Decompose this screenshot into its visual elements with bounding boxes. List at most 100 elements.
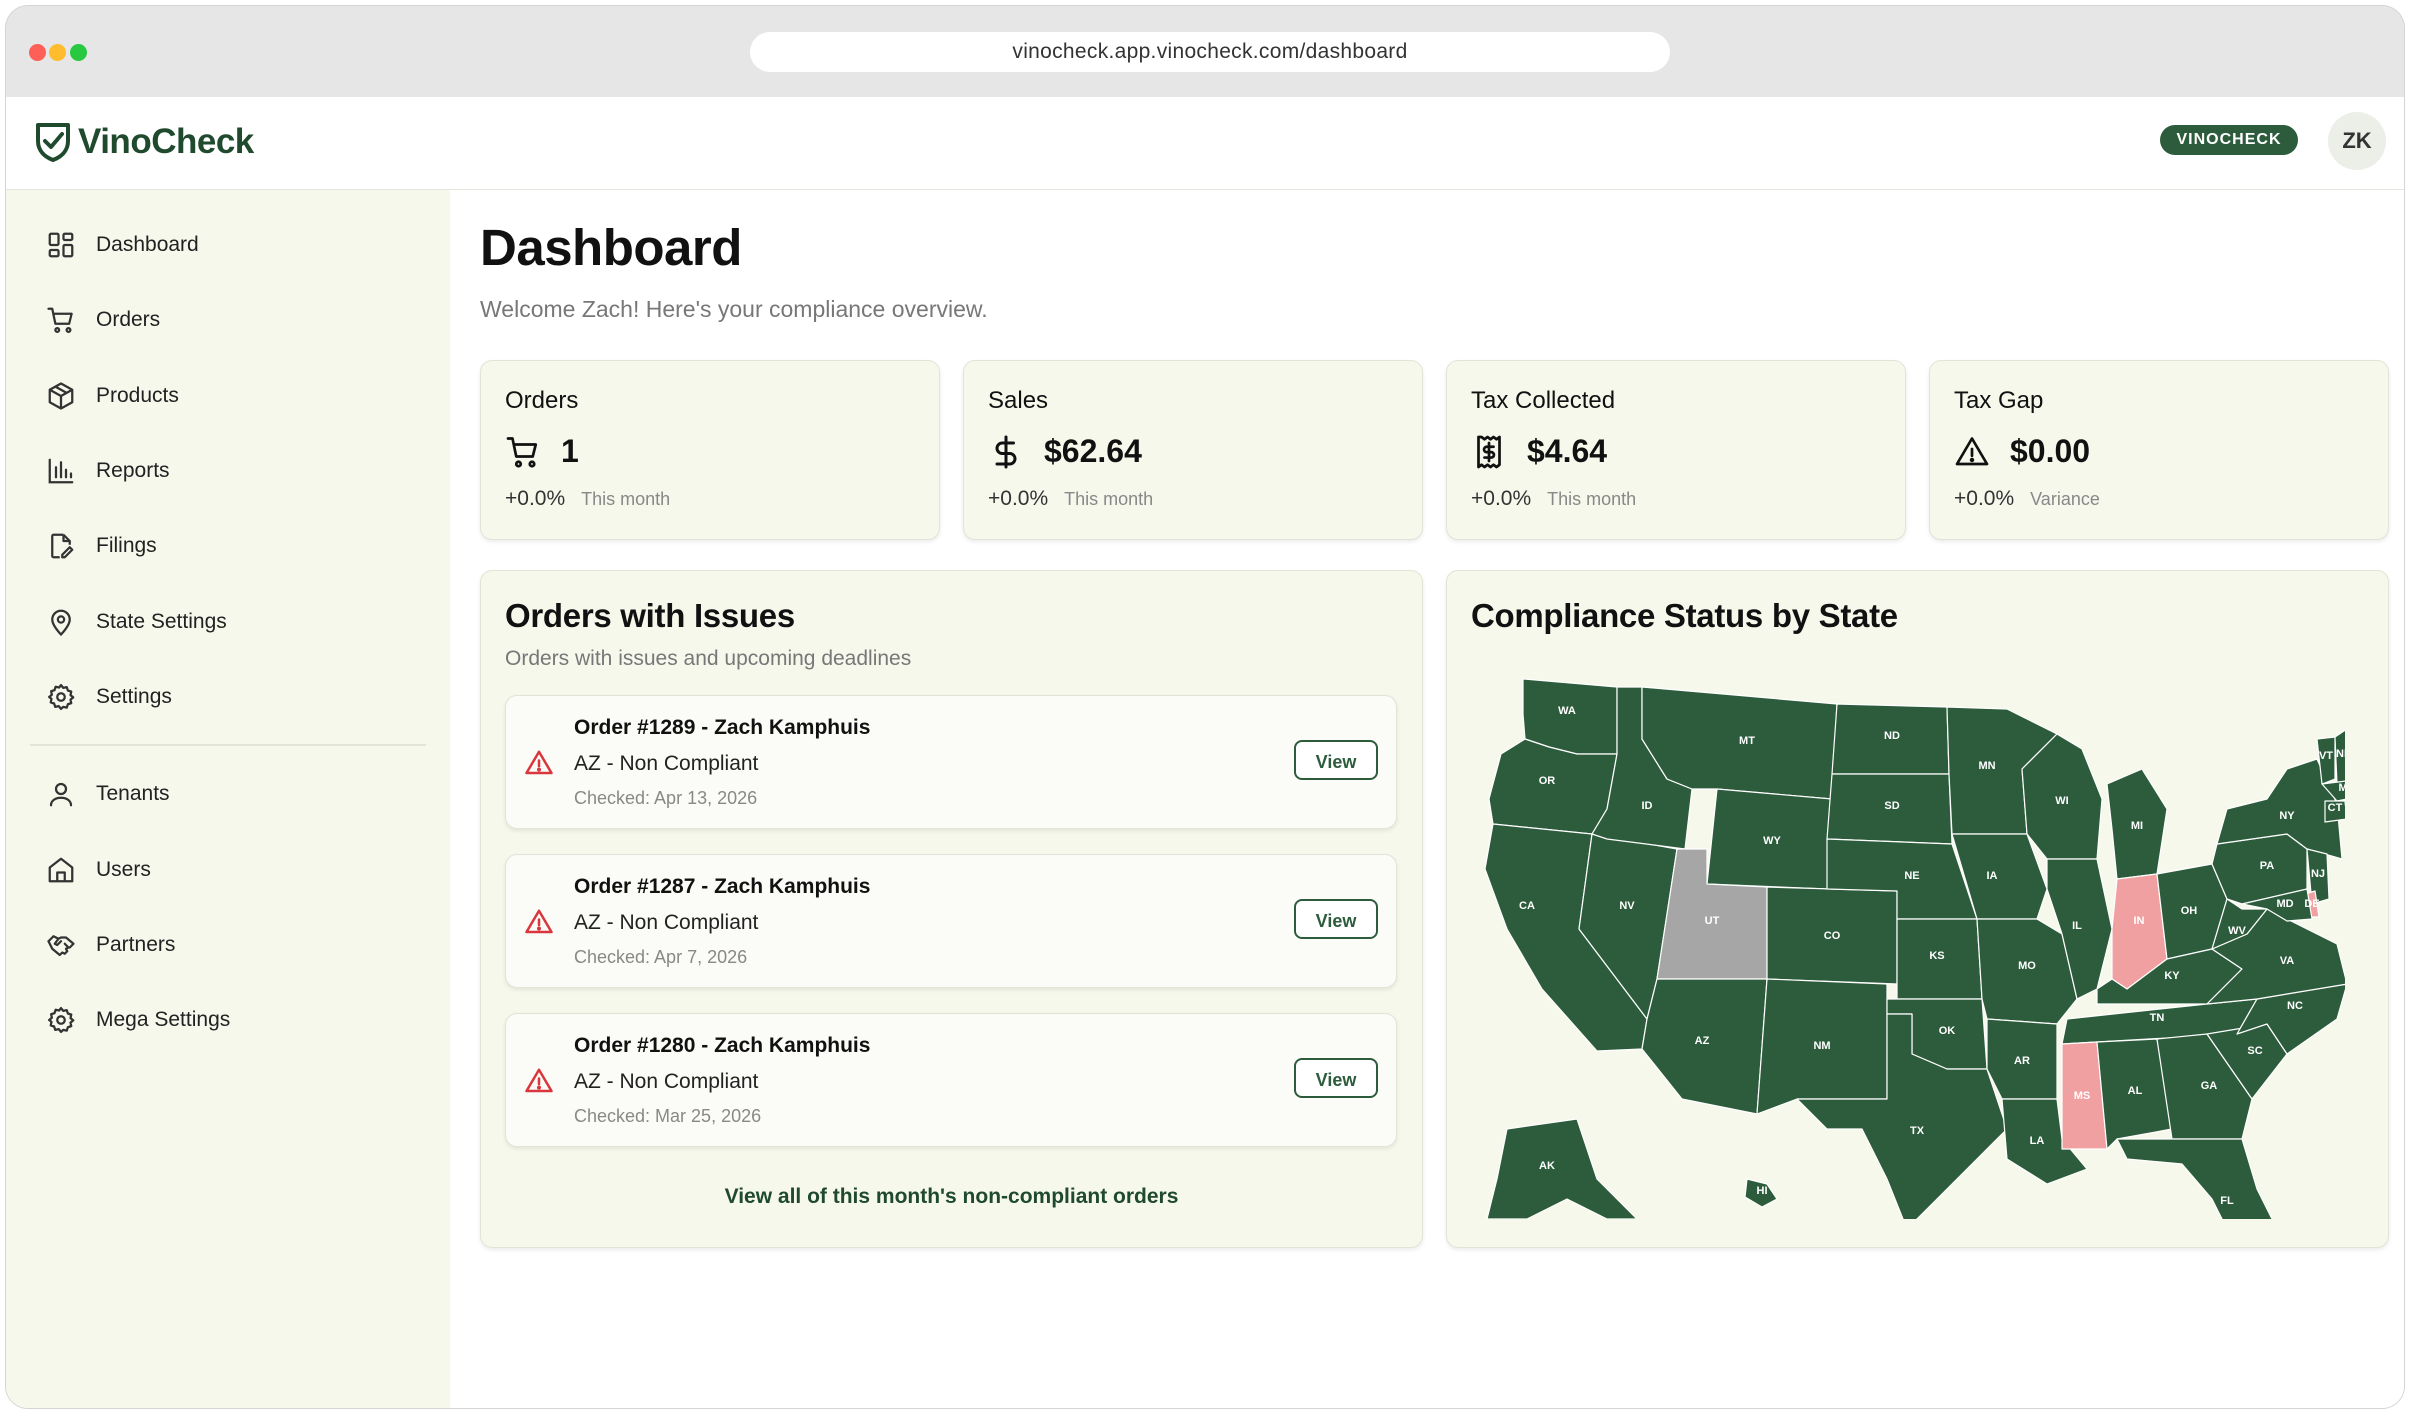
sidebar-item-label: Orders	[96, 308, 161, 331]
view-order-button[interactable]: View	[1294, 740, 1378, 780]
state-tx[interactable]	[1796, 1013, 2008, 1219]
state-wv[interactable]	[2211, 898, 2268, 950]
state-ms[interactable]	[2061, 1041, 2108, 1150]
address-bar[interactable]: vinocheck.app.vinocheck.com/dashboard	[750, 32, 1670, 72]
state-nj[interactable]	[2306, 848, 2330, 905]
sidebar-item-label: State Settings	[96, 610, 227, 633]
state-ct[interactable]	[2324, 800, 2345, 823]
sidebar-item-settings[interactable]: Settings	[46, 677, 172, 717]
stat-card-sales: Sales $62.64 +0.0% This month	[963, 360, 1423, 540]
state-label-mi: MI	[2131, 820, 2143, 832]
state-md[interactable]	[2241, 888, 2313, 922]
state-label-nj: NJ	[2311, 868, 2325, 880]
sidebar-item-users[interactable]: Users	[46, 850, 151, 890]
state-il[interactable]	[2046, 858, 2113, 1000]
issue-title: Order #1287 - Zach Kamphuis	[574, 875, 871, 898]
issue-item: Order #1289 - Zach Kamphuis AZ - Non Com…	[505, 695, 1397, 829]
sidebar-item-dashboard[interactable]: Dashboard	[46, 225, 199, 265]
state-label-wa: WA	[1558, 705, 1576, 717]
sidebar-item-label: Dashboard	[96, 233, 199, 256]
browser-titlebar: vinocheck.app.vinocheck.com/dashboard	[6, 6, 2404, 97]
sidebar-item-label: Mega Settings	[96, 1008, 231, 1031]
state-label-wy: WY	[1763, 835, 1781, 847]
state-label-ga: GA	[2201, 1080, 2218, 1092]
state-label-de: DE	[2304, 898, 2319, 910]
state-hi[interactable]	[1744, 1178, 1778, 1208]
receipt-icon	[1477, 435, 1501, 468]
view-order-button[interactable]: View	[1294, 899, 1378, 939]
view-all-non-compliant-link[interactable]: View all of this month's non-compliant o…	[724, 1185, 1179, 1208]
state-label-id: ID	[1642, 800, 1653, 812]
state-mo[interactable]	[1976, 918, 2078, 1025]
sidebar-item-orders[interactable]: Orders	[46, 300, 160, 340]
stat-period: This month	[581, 489, 671, 509]
sidebar-item-label: Settings	[96, 685, 172, 708]
sidebar-item-tenants[interactable]: Tenants	[46, 774, 170, 814]
dollar-icon	[995, 435, 1017, 468]
state-vt[interactable]	[2316, 736, 2336, 785]
state-label-ky: KY	[2164, 970, 2180, 982]
stat-card-orders: Orders 1 +0.0% This month	[480, 360, 940, 540]
sidebar-item-products[interactable]: Products	[46, 376, 179, 416]
state-label-nc: NC	[2287, 1000, 2303, 1012]
state-ma[interactable]	[2321, 779, 2345, 802]
state-label-hi: HI	[1757, 1185, 1768, 1197]
stat-title: Tax Gap	[1954, 387, 2044, 414]
sidebar-item-mega-settings[interactable]: Mega Settings	[46, 1000, 230, 1040]
stat-period: Variance	[2030, 489, 2100, 509]
state-label-co: CO	[1824, 930, 1841, 942]
compliance-map-panel: Compliance Status by State WA OR CA NV ID MT W…	[1446, 570, 2389, 1248]
maximize-window-button[interactable]	[70, 44, 87, 61]
state-label-ok: OK	[1939, 1025, 1956, 1037]
state-la[interactable]	[2001, 1098, 2088, 1185]
sidebar-item-filings[interactable]: Filings	[46, 526, 157, 566]
close-window-button[interactable]	[29, 44, 46, 61]
warning-icon	[1955, 436, 1989, 465]
issue-status: AZ - Non Compliant	[574, 911, 759, 934]
sidebar-item-reports[interactable]: Reports	[46, 451, 170, 491]
view-order-button[interactable]: View	[1294, 1058, 1378, 1098]
state-nh[interactable]	[2334, 729, 2345, 785]
section-title: Orders with Issues	[505, 597, 795, 634]
state-label-nh: NH	[2336, 748, 2345, 760]
section-title: Compliance Status by State	[1471, 597, 1898, 634]
tenant-badge[interactable]: VINOCHECK	[2160, 125, 2298, 155]
dashboard-icon	[48, 232, 74, 258]
logo[interactable]: VinoCheck	[34, 121, 254, 163]
state-ga[interactable]	[2156, 1033, 2253, 1140]
sidebar-item-partners[interactable]: Partners	[46, 925, 175, 965]
warning-icon	[525, 750, 553, 775]
stat-value: $4.64	[1527, 433, 1608, 469]
handshake-icon	[47, 935, 75, 957]
stat-title: Tax Collected	[1471, 387, 1616, 414]
user-avatar[interactable]: ZK	[2328, 112, 2386, 170]
file-edit-icon	[51, 533, 74, 559]
minimize-window-button[interactable]	[49, 44, 66, 61]
stat-value: 1	[561, 433, 579, 469]
stat-period: This month	[1547, 489, 1637, 509]
state-ia[interactable]	[1951, 833, 2048, 920]
browser-window: vinocheck.app.vinocheck.com/dashboard Vi…	[6, 6, 2404, 1408]
state-label-sd: SD	[1884, 800, 1899, 812]
state-ak[interactable]	[1486, 1118, 1638, 1219]
state-label-al: AL	[2128, 1085, 2143, 1097]
state-label-mo: MO	[2018, 960, 2036, 972]
state-label-mn: MN	[1978, 760, 1995, 772]
top-header: VinoCheck VINOCHECK ZK	[6, 97, 2404, 190]
home-icon	[48, 857, 74, 883]
page-title: Dashboard	[480, 219, 742, 276]
state-label-sc: SC	[2247, 1045, 2262, 1057]
state-label-or: OR	[1539, 775, 1556, 787]
shield-check-icon	[36, 123, 70, 162]
issue-item: Order #1287 - Zach Kamphuis AZ - Non Com…	[505, 854, 1397, 988]
box-icon	[48, 382, 74, 410]
state-al[interactable]	[2096, 1038, 2173, 1150]
state-wi[interactable]	[2021, 733, 2103, 860]
issue-title: Order #1289 - Zach Kamphuis	[574, 716, 871, 739]
sidebar-item-state-settings[interactable]: State Settings	[46, 602, 227, 642]
sidebar: Dashboard Orders Products Reports Filing…	[6, 190, 451, 1408]
stat-period: This month	[1064, 489, 1154, 509]
sidebar-item-label: Tenants	[96, 782, 170, 805]
state-fl[interactable]	[2116, 1138, 2277, 1219]
us-compliance-map: WA OR CA NV ID MT WY UT AZ CO NM ND SD NE KS OK TX MN IA MO…	[1484, 678, 2345, 1219]
